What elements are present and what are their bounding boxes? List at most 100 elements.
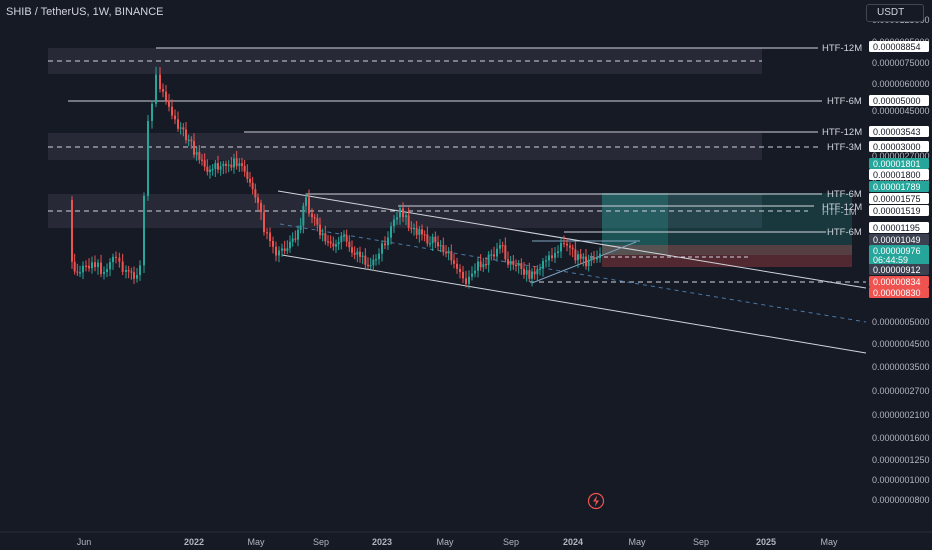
candle-body bbox=[375, 259, 377, 261]
candle-body bbox=[206, 166, 209, 172]
candle-body bbox=[254, 189, 257, 198]
candle-body bbox=[305, 197, 307, 206]
candle-body bbox=[447, 251, 450, 254]
candle-body bbox=[340, 235, 343, 243]
candle-body bbox=[539, 268, 541, 270]
candle-body bbox=[165, 91, 167, 101]
candle-body bbox=[459, 268, 461, 273]
candle-body bbox=[345, 235, 348, 242]
candle-body bbox=[421, 229, 423, 235]
candle-body bbox=[76, 271, 79, 273]
candle-body bbox=[439, 245, 442, 247]
y-tick-label: 0.0000045000 bbox=[872, 106, 930, 116]
x-tick-label: Sep bbox=[503, 537, 519, 547]
level-label: HTF-6M bbox=[827, 96, 862, 107]
price-tag: 0.00008854 bbox=[869, 41, 929, 52]
level-lines bbox=[48, 47, 866, 283]
candle-body bbox=[85, 265, 87, 267]
price-tag: 0.00000834 bbox=[869, 276, 929, 287]
price-tag: 06:44:59 bbox=[869, 254, 929, 265]
candle-body bbox=[235, 158, 238, 167]
candle-body bbox=[493, 254, 495, 257]
level-label: HTF-12M bbox=[822, 127, 862, 138]
lightning-bolt-icon[interactable] bbox=[587, 492, 605, 510]
candle-body bbox=[587, 260, 590, 267]
x-tick-label: 2024 bbox=[563, 537, 583, 547]
candle-body bbox=[485, 264, 487, 266]
candle-body bbox=[283, 248, 286, 251]
candle-body bbox=[162, 89, 164, 92]
svg-text:0.00000830: 0.00000830 bbox=[873, 288, 921, 298]
candle-body bbox=[289, 241, 291, 249]
level-label: HTF-12M bbox=[822, 202, 862, 213]
candle-body bbox=[359, 251, 361, 257]
candle-body bbox=[520, 263, 523, 269]
svg-text:0.00000834: 0.00000834 bbox=[873, 277, 921, 287]
candle-body bbox=[230, 164, 233, 168]
candle-body bbox=[106, 269, 108, 272]
candle-body bbox=[479, 261, 482, 268]
candle-body bbox=[407, 215, 410, 228]
candle-body bbox=[442, 245, 445, 253]
level-labels: HTF-12M HTF-6M HTF-12M HTF-3M HTF-6M HTF… bbox=[822, 43, 862, 238]
candle-body bbox=[225, 163, 227, 166]
price-tag: 0.00001519 bbox=[869, 205, 929, 216]
candle-body bbox=[384, 243, 386, 246]
candle-body bbox=[528, 270, 531, 279]
candle-body bbox=[517, 263, 520, 266]
candle-body bbox=[266, 232, 268, 234]
candle-body bbox=[429, 243, 431, 245]
candle-body bbox=[471, 273, 473, 277]
candle-body bbox=[596, 257, 598, 260]
symbol-title[interactable]: SHIB / TetherUS, 1W, BINANCE bbox=[6, 6, 164, 18]
candle-body bbox=[353, 252, 356, 255]
x-tick-label: May bbox=[436, 537, 454, 547]
candle-body bbox=[299, 225, 302, 230]
price-tag: 0.00001800 bbox=[869, 169, 929, 180]
candle-body bbox=[227, 164, 230, 166]
price-tag: 0.00003000 bbox=[869, 141, 929, 152]
candle-body bbox=[456, 263, 458, 269]
candle-body bbox=[525, 270, 528, 275]
candle-body bbox=[174, 115, 176, 120]
x-tick-label: Jun bbox=[77, 537, 92, 547]
candle-body bbox=[127, 270, 130, 272]
candle-body bbox=[369, 265, 372, 267]
candle-body bbox=[201, 159, 203, 161]
candle-body bbox=[291, 238, 294, 242]
candle-body bbox=[367, 264, 369, 267]
x-axis[interactable]: Jun 2022 May Sep 2023 May Sep 2024 May Sep 2025 May bbox=[77, 537, 838, 547]
svg-text:0.00001789: 0.00001789 bbox=[873, 182, 921, 192]
price-tags: 0.00008854 0.00005000 0.00003543 0.00003000… bbox=[869, 41, 929, 298]
candle-body bbox=[523, 268, 525, 275]
candle-body bbox=[100, 262, 102, 274]
candle-body bbox=[390, 226, 392, 238]
candle-body bbox=[168, 100, 170, 107]
x-tick-label: Sep bbox=[313, 537, 329, 547]
candle-body bbox=[579, 254, 582, 259]
candle-body bbox=[88, 265, 90, 269]
candle-body bbox=[257, 197, 259, 203]
candle-body bbox=[297, 229, 299, 240]
currency-button[interactable]: USDT bbox=[866, 4, 924, 22]
candle-body bbox=[571, 247, 574, 250]
level-label: HTF-1M bbox=[822, 207, 857, 218]
candle-body bbox=[222, 163, 225, 167]
candle-body bbox=[496, 248, 498, 257]
svg-text:0.00008854: 0.00008854 bbox=[873, 42, 921, 52]
candle-body bbox=[482, 264, 485, 268]
y-tick-label: 0.0000003500 bbox=[872, 362, 930, 372]
candle-body bbox=[453, 260, 455, 264]
candle-body bbox=[474, 270, 476, 274]
x-tick-label: May bbox=[820, 537, 838, 547]
candle-body bbox=[364, 255, 367, 265]
candle-body bbox=[462, 272, 464, 279]
candle-body bbox=[593, 258, 595, 260]
svg-text:0.00001801: 0.00001801 bbox=[873, 159, 921, 169]
level-label: HTF-3M bbox=[827, 142, 862, 153]
candle-body bbox=[329, 241, 332, 244]
svg-text:0.00003543: 0.00003543 bbox=[873, 127, 921, 137]
candle-body bbox=[337, 242, 340, 245]
candle-body bbox=[501, 245, 504, 247]
